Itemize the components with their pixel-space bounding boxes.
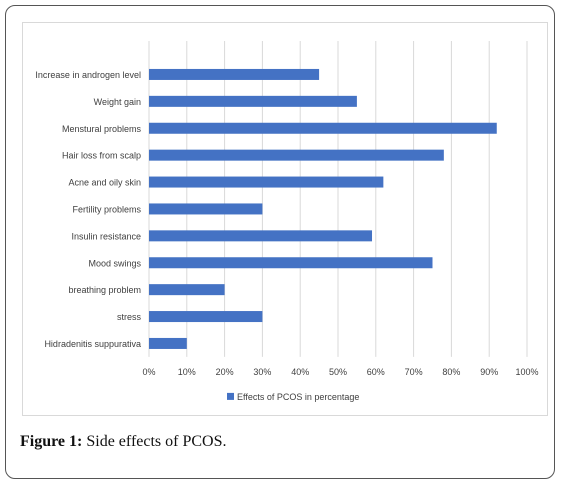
category-label: Insulin resistance [71, 231, 141, 241]
bar [149, 122, 497, 134]
x-tick-label: 20% [216, 367, 234, 377]
bar [149, 284, 225, 296]
x-tick-label: 40% [291, 367, 309, 377]
chart-area: 0% 10% 20% 30% 40% 50% 60% 70% 80% 90% 100% Increas… [22, 22, 548, 416]
x-tick-label: 10% [178, 367, 196, 377]
bar [149, 176, 384, 188]
x-tick-label: 100% [515, 367, 538, 377]
figure-frame: 0% 10% 20% 30% 40% 50% 60% 70% 80% 90% 100% Increas… [5, 5, 555, 479]
category-label: breathing problem [68, 285, 141, 295]
x-tick-label: 60% [367, 367, 385, 377]
bar [149, 337, 187, 349]
bar [149, 149, 444, 161]
caption-label: Figure 1: [20, 433, 83, 450]
category-label: Menstural problems [62, 124, 142, 134]
category-label: Hidradenitis suppurativa [44, 339, 141, 349]
legend-label: Effects of PCOS in percentage [237, 392, 359, 402]
bar [149, 95, 357, 107]
bar [149, 68, 320, 80]
legend-swatch [227, 392, 234, 400]
x-tick-label: 0% [142, 367, 155, 377]
category-label: Fertility problems [72, 204, 141, 214]
x-tick-label: 90% [480, 367, 498, 377]
bar [149, 230, 373, 242]
bar-chart: 0% 10% 20% 30% 40% 50% 60% 70% 80% 90% 100% Increas… [35, 41, 539, 402]
bar [149, 203, 263, 215]
caption-text: Side effects of PCOS. [82, 433, 227, 450]
x-tick-label: 30% [253, 367, 271, 377]
category-label: Acne and oily skin [68, 178, 141, 188]
figure-caption: Figure 1: Side effects of PCOS. [20, 433, 227, 451]
category-label: Weight gain [94, 97, 141, 107]
x-tick-label: 70% [405, 367, 423, 377]
category-label: Hair loss from scalp [62, 151, 141, 161]
bar [149, 311, 263, 323]
category-label: Mood swings [88, 258, 141, 268]
x-tick-label: 50% [329, 367, 347, 377]
x-tick-label: 80% [442, 367, 460, 377]
bar [149, 257, 433, 269]
category-label: Increase in androgen level [35, 70, 141, 80]
category-label: stress [117, 312, 142, 322]
